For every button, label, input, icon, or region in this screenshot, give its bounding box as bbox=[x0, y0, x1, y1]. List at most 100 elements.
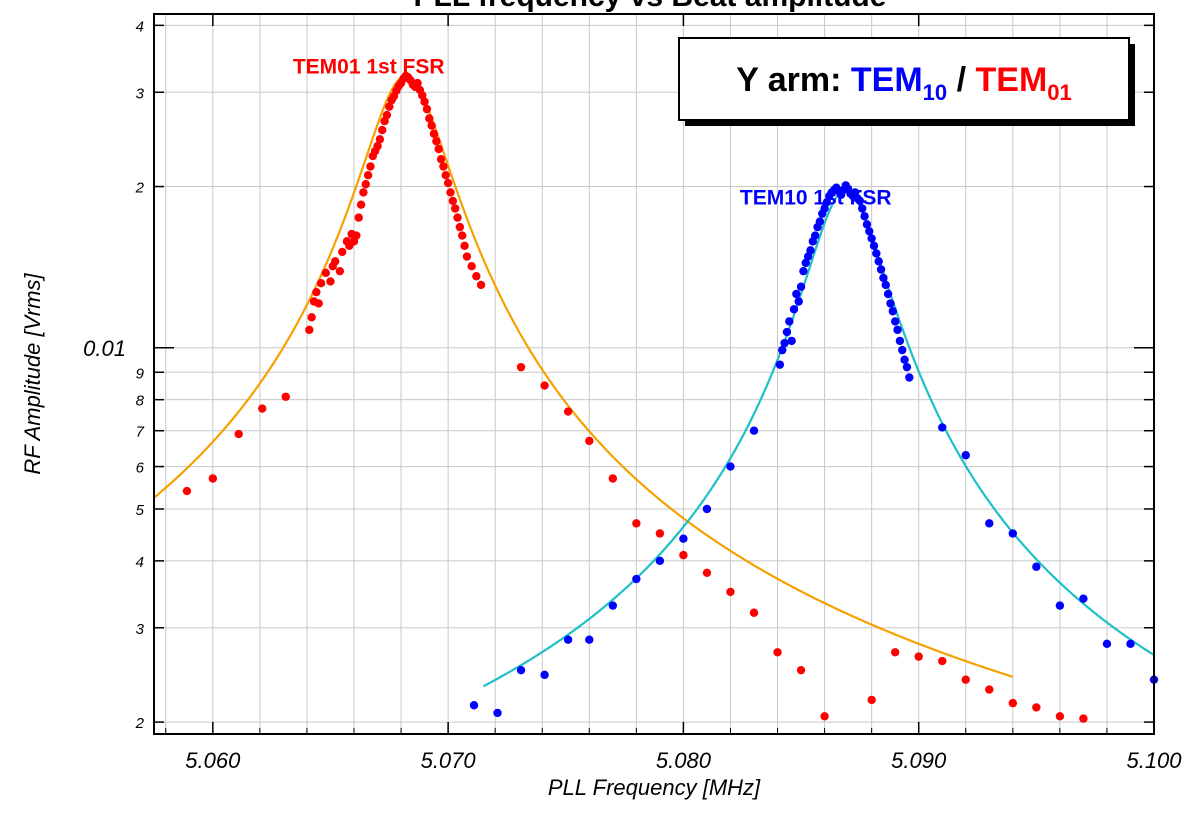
data-point bbox=[363, 171, 373, 180]
legend-entry-tem10-sub: 10 bbox=[923, 80, 947, 105]
data-point bbox=[898, 345, 907, 355]
data-point bbox=[439, 162, 448, 171]
data-point bbox=[881, 280, 890, 290]
data-point bbox=[429, 129, 439, 138]
data-point bbox=[354, 213, 363, 222]
data-point bbox=[775, 360, 785, 369]
data-point bbox=[796, 665, 806, 675]
data-point bbox=[258, 404, 267, 413]
data-point bbox=[359, 188, 368, 197]
fit-curve bbox=[482, 188, 1155, 688]
data-point bbox=[749, 608, 759, 617]
data-point bbox=[679, 550, 688, 560]
data-point bbox=[453, 213, 462, 222]
plot-area bbox=[153, 13, 1159, 735]
data-point bbox=[312, 287, 321, 297]
legend-box bbox=[678, 37, 1130, 121]
data-point bbox=[1079, 594, 1088, 603]
data-point bbox=[1055, 712, 1065, 721]
data-point bbox=[420, 97, 429, 106]
data-point bbox=[888, 307, 898, 316]
data-point bbox=[796, 282, 806, 291]
data-point bbox=[413, 78, 422, 88]
data-point bbox=[938, 656, 947, 666]
data-point bbox=[516, 362, 526, 372]
data-point bbox=[460, 241, 469, 251]
data-point bbox=[890, 317, 900, 326]
x-axis-label: PLL Frequency [MHz] bbox=[548, 775, 761, 800]
data-point bbox=[905, 373, 914, 382]
data-point bbox=[281, 392, 290, 401]
data-point bbox=[985, 685, 994, 694]
y-tick-label: 9 bbox=[136, 365, 145, 382]
data-point bbox=[810, 231, 820, 240]
data-point bbox=[726, 462, 735, 471]
axis-ticks bbox=[154, 14, 1155, 734]
data-point bbox=[679, 534, 688, 543]
data-point bbox=[820, 204, 829, 213]
data-point bbox=[869, 241, 879, 251]
legend: Y arm: TEM10 / TEM01 bbox=[678, 37, 1135, 126]
data-point bbox=[443, 178, 453, 188]
data-point bbox=[441, 171, 450, 180]
data-point bbox=[563, 407, 573, 416]
x-tick-label: 5.060 bbox=[185, 748, 241, 773]
data-point bbox=[472, 272, 481, 281]
y-tick-label: 5 bbox=[136, 502, 145, 519]
data-point bbox=[902, 362, 912, 372]
data-point bbox=[540, 670, 549, 680]
data-point bbox=[1032, 703, 1041, 712]
fit-curve bbox=[153, 74, 1014, 678]
data-point bbox=[632, 574, 641, 584]
data-point bbox=[1126, 639, 1135, 649]
data-point bbox=[867, 234, 876, 243]
data-point bbox=[448, 196, 458, 206]
data-point bbox=[749, 426, 759, 435]
data-point bbox=[782, 327, 792, 337]
data-point bbox=[874, 257, 883, 266]
data-point bbox=[726, 587, 735, 597]
legend-prefix: Y arm: bbox=[736, 61, 851, 99]
data-point bbox=[182, 486, 192, 496]
y-tick-label: 2 bbox=[135, 180, 145, 197]
data-point bbox=[865, 227, 874, 236]
data-point bbox=[789, 305, 799, 314]
x-tick-labels: 5.060 5.070 5.080 5.090 5.100 bbox=[185, 748, 1182, 773]
data-point bbox=[305, 325, 314, 335]
data-point bbox=[585, 635, 594, 644]
data-point bbox=[450, 204, 460, 213]
data-point bbox=[307, 313, 316, 322]
data-point bbox=[208, 474, 218, 483]
data-point bbox=[778, 345, 787, 355]
data-point bbox=[815, 217, 825, 226]
x-tick-label: 5.090 bbox=[891, 748, 947, 773]
data-point bbox=[316, 278, 326, 288]
legend-text: Y arm: TEM10 / TEM01 bbox=[736, 61, 1072, 105]
data-point bbox=[458, 231, 467, 240]
data-point bbox=[938, 423, 947, 432]
data-point bbox=[867, 695, 876, 705]
data-point bbox=[900, 355, 909, 364]
y-tick-label: 4 bbox=[136, 554, 144, 571]
data-point bbox=[462, 252, 472, 261]
y-tick-label: 4 bbox=[136, 18, 144, 35]
data-point bbox=[1008, 529, 1018, 538]
data-point bbox=[879, 273, 888, 283]
data-point bbox=[330, 257, 340, 266]
data-point bbox=[655, 556, 665, 566]
data-point bbox=[914, 652, 923, 661]
data-point bbox=[563, 635, 573, 644]
data-point bbox=[702, 504, 712, 514]
data-point bbox=[314, 299, 323, 308]
data-point bbox=[702, 568, 712, 577]
data-point bbox=[352, 231, 361, 240]
data-point bbox=[860, 212, 869, 221]
data-point bbox=[886, 299, 895, 308]
legend-entry-tem01-base: TEM bbox=[976, 61, 1048, 99]
data-point bbox=[820, 712, 829, 721]
data-point bbox=[608, 474, 618, 483]
data-point bbox=[455, 222, 465, 232]
data-point bbox=[326, 277, 335, 286]
plot-background bbox=[154, 14, 1154, 734]
